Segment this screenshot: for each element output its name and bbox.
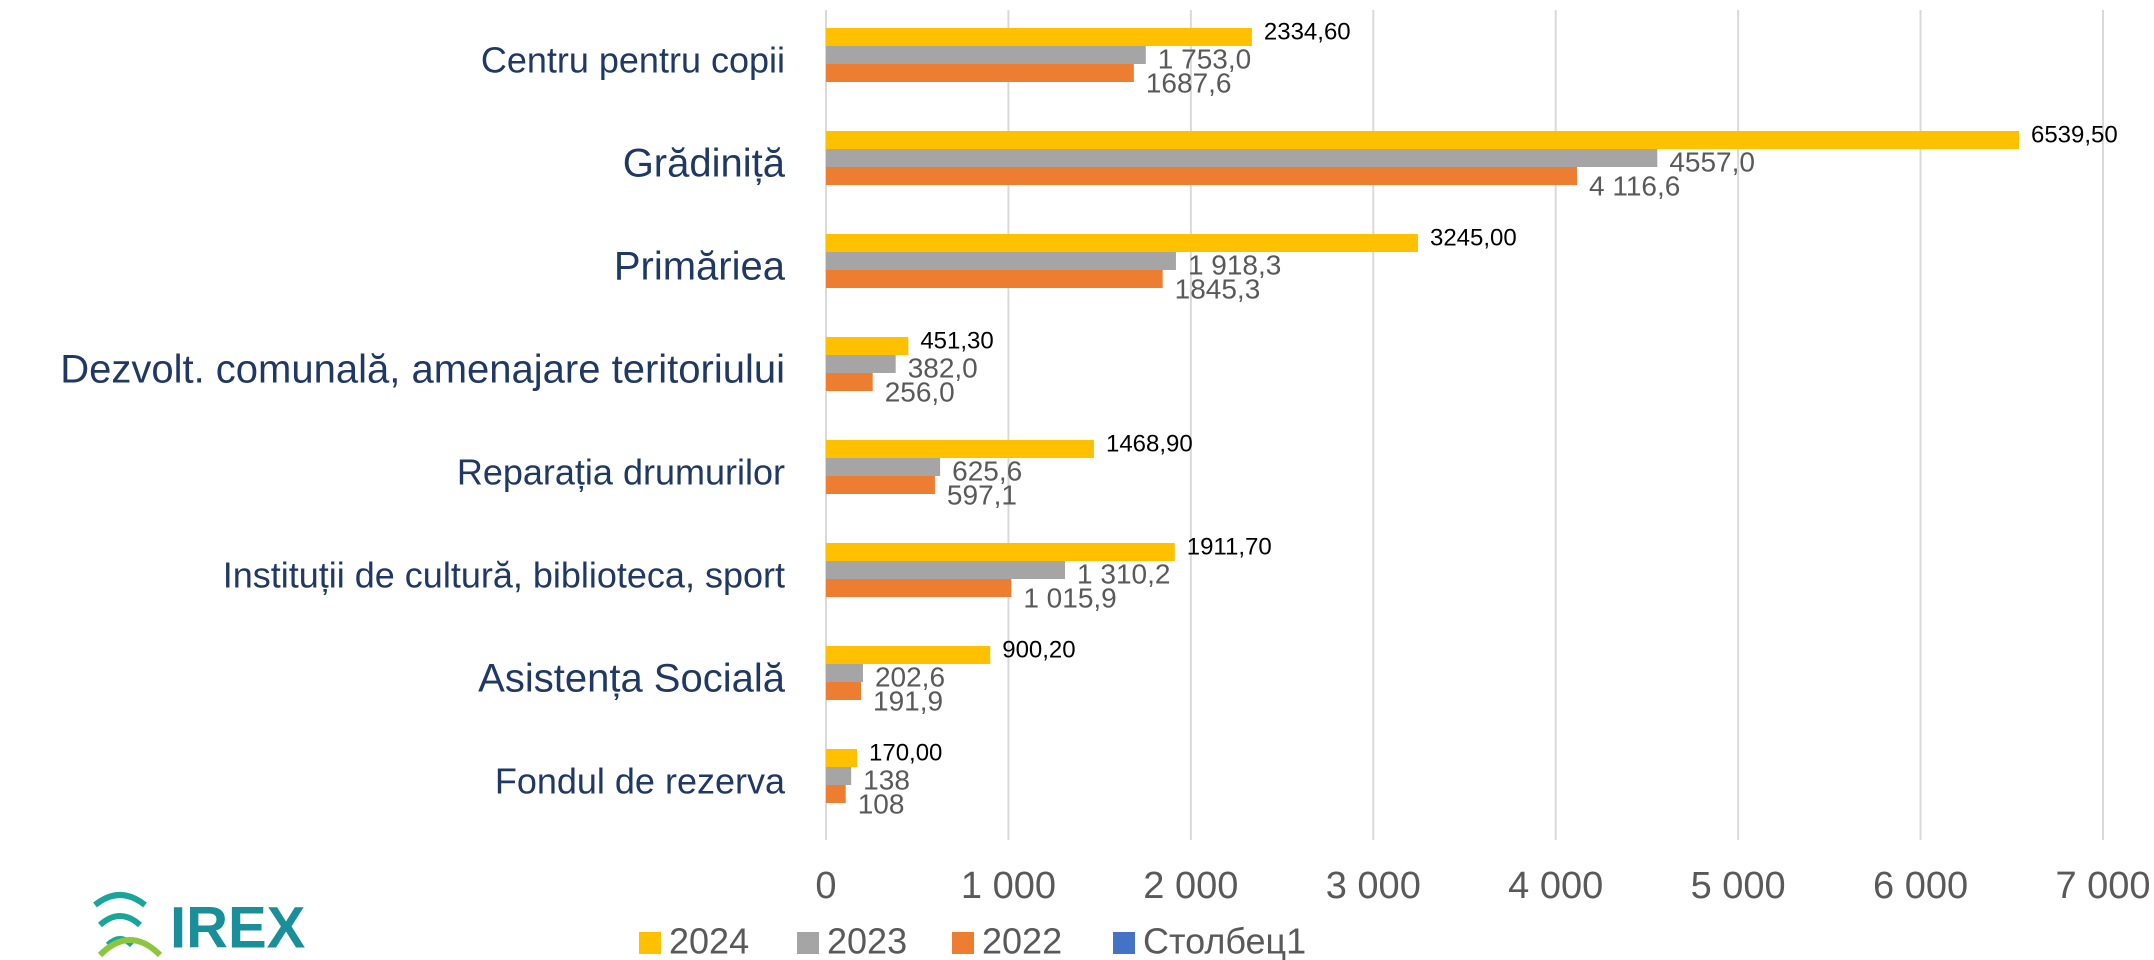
x-tick-label: 4 000 <box>1508 865 1603 907</box>
y-tick-label: Reparația drumurilor <box>457 452 785 493</box>
data-label: 4557,0 <box>1669 146 1755 177</box>
data-label: 597,1 <box>947 479 1017 510</box>
bar <box>826 664 863 682</box>
data-label: 1 015,9 <box>1023 582 1116 613</box>
bar <box>826 149 1658 167</box>
legend-swatch <box>639 932 661 954</box>
y-tick-label: Asistența Socială <box>478 657 786 701</box>
y-tick-label: Grădiniță <box>623 142 786 186</box>
logo: IREX <box>93 892 306 960</box>
legend-label: 2023 <box>827 921 907 960</box>
bar <box>826 234 1418 252</box>
legend-label: 2024 <box>669 921 749 960</box>
bar <box>826 579 1012 597</box>
bar <box>826 682 862 700</box>
data-label: 3245,00 <box>1430 224 1517 251</box>
data-label: 1 310,2 <box>1077 558 1170 589</box>
bar <box>826 476 935 494</box>
data-label: 1 753,0 <box>1158 43 1251 74</box>
bar <box>826 252 1176 270</box>
data-label: 108 <box>858 788 905 819</box>
data-label: 451,30 <box>920 327 993 354</box>
x-tick-label: 7 000 <box>2055 865 2150 907</box>
y-tick-label: Dezvolt. comunală, amenajare teritoriulu… <box>60 348 785 392</box>
bar <box>826 167 1577 185</box>
x-tick-label: 6 000 <box>1873 865 1968 907</box>
x-tick-label: 3 000 <box>1326 865 1421 907</box>
data-label: 256,0 <box>885 376 955 407</box>
data-label: 202,6 <box>875 661 945 692</box>
bar <box>826 458 941 476</box>
y-tick-label: Fondul de rezerva <box>495 761 786 802</box>
legend-swatch <box>797 932 819 954</box>
bar <box>826 543 1175 561</box>
legend-swatch <box>952 932 974 954</box>
data-label: 170,00 <box>869 739 942 766</box>
logo-text: IREX <box>170 895 306 960</box>
x-tick-label: 1 000 <box>961 865 1056 907</box>
x-tick-label: 5 000 <box>1691 865 1786 907</box>
data-label: 382,0 <box>908 352 978 383</box>
y-tick-label: Centru pentru copii <box>481 40 785 81</box>
data-label: 900,20 <box>1002 636 1075 663</box>
x-tick-label: 2 000 <box>1143 865 1238 907</box>
bar <box>826 440 1094 458</box>
data-label: 1687,6 <box>1146 67 1232 98</box>
logo-icon <box>93 892 147 948</box>
bar <box>826 337 909 355</box>
legend-label: 2022 <box>982 921 1062 960</box>
bar <box>826 270 1163 288</box>
bar <box>826 46 1146 64</box>
bar <box>826 749 858 767</box>
bar <box>826 28 1252 46</box>
data-label: 191,9 <box>873 685 943 716</box>
bar <box>826 355 896 373</box>
data-label: 1845,3 <box>1175 273 1261 304</box>
logo-icon <box>97 937 163 958</box>
bar <box>826 646 991 664</box>
x-tick-label: 0 <box>815 865 836 907</box>
y-tick-label: Primăriea <box>614 245 786 289</box>
data-label: 2334,60 <box>1264 18 1351 45</box>
data-label: 6539,50 <box>2031 121 2118 148</box>
data-label: 138 <box>863 764 910 795</box>
data-label: 1468,90 <box>1106 430 1193 457</box>
data-label: 1 918,3 <box>1188 249 1281 280</box>
bar <box>826 64 1134 82</box>
y-tick-label: Instituții de cultură, biblioteca, sport <box>223 555 785 596</box>
bar <box>826 131 2019 149</box>
legend-swatch <box>1113 932 1135 954</box>
bar <box>826 373 873 391</box>
data-label: 4 116,6 <box>1589 170 1680 201</box>
bar <box>826 785 846 803</box>
data-label: 625,6 <box>952 455 1022 486</box>
data-label: 1911,70 <box>1187 533 1272 560</box>
bar <box>826 767 852 785</box>
legend-label: Столбец1 <box>1143 921 1306 960</box>
bar <box>826 561 1066 579</box>
